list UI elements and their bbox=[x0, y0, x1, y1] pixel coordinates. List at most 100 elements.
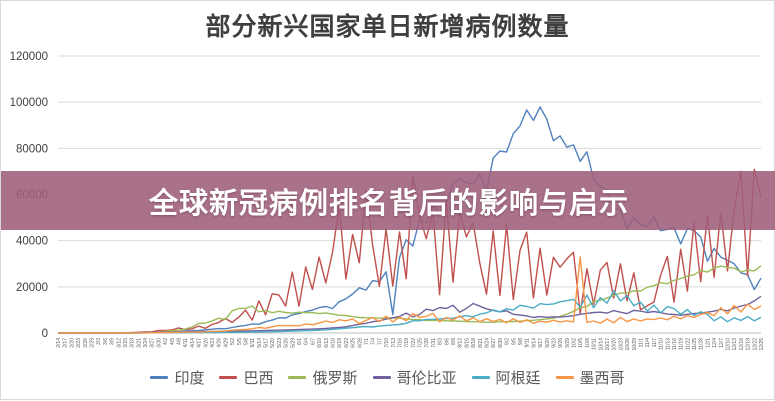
x-axis-tick-label: 11/10 bbox=[659, 338, 665, 350]
x-axis-tick-label: 8/3 bbox=[438, 338, 444, 345]
x-axis-tick-label: 4/29 bbox=[223, 338, 229, 348]
x-axis-tick-label: 7/1 bbox=[364, 338, 370, 345]
x-axis-tick-label: 10/14 bbox=[598, 338, 604, 351]
x-axis-tick-label: 3/27 bbox=[150, 338, 156, 348]
x-axis-tick-label: 11/4 bbox=[645, 338, 651, 348]
x-axis-tick-label: 8/21 bbox=[478, 338, 484, 348]
x-axis-tick-label: 6/19 bbox=[337, 338, 343, 348]
legend-item: 印度 bbox=[150, 367, 204, 388]
legend-item: 阿根廷 bbox=[471, 367, 541, 388]
x-axis-tick-label: 3/12 bbox=[116, 338, 122, 348]
x-axis-tick-label: 8/15 bbox=[464, 338, 470, 348]
x-axis-tick-label: 7/22 bbox=[411, 338, 417, 348]
x-axis-tick-label: 12/1 bbox=[705, 338, 711, 348]
y-axis-tick-label: 80000 bbox=[16, 143, 48, 155]
legend-swatch-icon bbox=[219, 375, 238, 379]
x-axis-tick-label: 3/9 bbox=[110, 338, 116, 345]
legend-label: 哥伦比亚 bbox=[396, 369, 457, 387]
x-axis-tick-label: 9/23 bbox=[551, 338, 557, 348]
series-line-俄罗斯 bbox=[58, 265, 762, 334]
x-axis-tick-label: 5/5 bbox=[237, 338, 243, 345]
legend-item: 巴西 bbox=[219, 367, 273, 388]
x-axis-tick-label: 11/1 bbox=[638, 338, 644, 348]
x-axis-tick-label: 9/11 bbox=[525, 338, 531, 348]
x-axis-tick-label: 4/26 bbox=[217, 338, 223, 348]
series-line-墨西哥 bbox=[58, 256, 762, 334]
x-axis-tick-label: 9/26 bbox=[558, 338, 564, 348]
x-axis-tick-label: 9/2 bbox=[505, 338, 511, 345]
x-axis-tick-label: 8/6 bbox=[444, 338, 450, 345]
x-axis-tick-label: 8/18 bbox=[471, 338, 477, 348]
x-axis-tick-label: 6/16 bbox=[331, 338, 337, 348]
x-axis-tick-label: 5/26 bbox=[284, 338, 290, 348]
legend-label: 墨西哥 bbox=[579, 369, 625, 387]
y-axis-tick-label: 20000 bbox=[16, 282, 48, 294]
x-axis-tick-label: 4/23 bbox=[210, 338, 216, 348]
legend-item: 俄罗斯 bbox=[288, 367, 358, 388]
x-axis-tick-label: 4/14 bbox=[190, 338, 196, 348]
x-axis-tick-label: 6/7 bbox=[310, 338, 316, 345]
x-axis-tick-label: 7/10 bbox=[384, 338, 390, 348]
x-axis-tick-label: 12/4 bbox=[712, 338, 718, 348]
x-axis-tick-label: 3/6 bbox=[103, 338, 109, 345]
y-axis-tick-label: 0 bbox=[42, 328, 48, 340]
legend-label: 俄罗斯 bbox=[312, 369, 358, 387]
x-axis-tick-label: 7/19 bbox=[404, 338, 410, 348]
x-axis-tick-label: 7/28 bbox=[424, 338, 430, 348]
x-axis-tick-label: 5/23 bbox=[277, 338, 283, 348]
x-axis-tick-label: 6/1 bbox=[297, 338, 303, 345]
x-axis-tick-label: 11/13 bbox=[665, 338, 671, 350]
legend-swatch-icon bbox=[471, 375, 490, 379]
x-axis-tick-label: 9/17 bbox=[538, 338, 544, 348]
x-axis-tick-label: 12/10 bbox=[726, 338, 732, 351]
x-axis-tick-label: 3/3 bbox=[96, 338, 102, 345]
x-axis-tick-label: 4/20 bbox=[203, 338, 209, 348]
legend-swatch-icon bbox=[150, 375, 169, 379]
legend-item: 墨西哥 bbox=[555, 367, 625, 388]
x-axis-tick-label: 9/20 bbox=[545, 338, 551, 348]
x-axis-tick-label: 5/8 bbox=[243, 338, 249, 345]
legend-label: 印度 bbox=[174, 369, 205, 387]
x-axis-tick-label: 5/14 bbox=[257, 338, 263, 348]
x-axis-tick-label: 12/7 bbox=[719, 338, 725, 348]
x-axis-tick-label: 3/15 bbox=[123, 338, 129, 348]
x-axis-tick-label: 5/11 bbox=[250, 338, 256, 348]
x-axis-tick-label: 7/7 bbox=[377, 338, 383, 345]
y-axis-tick-label: 100000 bbox=[10, 97, 48, 109]
legend-label: 巴西 bbox=[243, 369, 274, 387]
x-axis-tick-label: 3/21 bbox=[136, 338, 142, 348]
y-axis-tick-label: 40000 bbox=[16, 236, 48, 248]
x-axis-tick-label: 2/26 bbox=[83, 338, 89, 348]
x-axis-tick-label: 2/29 bbox=[89, 338, 95, 348]
x-axis-tick-label: 11/7 bbox=[652, 338, 658, 348]
x-axis-tick-label: 11/19 bbox=[679, 338, 685, 350]
x-axis-tick-label: 4/11 bbox=[183, 338, 189, 348]
x-axis-tick-label: 3/24 bbox=[143, 338, 149, 348]
x-axis-tick-label: 10/2 bbox=[572, 338, 578, 348]
x-axis-tick-label: 8/12 bbox=[458, 338, 464, 348]
legend-swatch-icon bbox=[372, 375, 391, 379]
x-axis-tick-label: 4/17 bbox=[197, 338, 203, 348]
x-axis-tick-label: 4/8 bbox=[177, 338, 183, 345]
x-axis-tick-label: 3/18 bbox=[130, 338, 136, 348]
x-axis-tick-label: 12/16 bbox=[739, 338, 745, 351]
x-axis-tick-label: 2/14 bbox=[56, 338, 62, 348]
legend-swatch-icon bbox=[288, 375, 307, 379]
x-axis-tick-label: 7/13 bbox=[391, 338, 397, 348]
x-axis-tick-label: 7/4 bbox=[371, 338, 377, 345]
x-axis-tick-label: 6/10 bbox=[317, 338, 323, 348]
x-axis-tick-label: 4/5 bbox=[170, 338, 176, 345]
x-axis-tick-label: 7/25 bbox=[418, 338, 424, 348]
x-axis-tick-label: 6/13 bbox=[324, 338, 330, 348]
x-axis-tick-label: 5/20 bbox=[270, 338, 276, 348]
x-axis-tick-label: 11/22 bbox=[685, 338, 691, 350]
chart-legend: 印度 巴西 俄罗斯 哥伦比亚 阿根廷 墨西哥 bbox=[1, 363, 774, 391]
x-axis-tick-label: 12/19 bbox=[746, 338, 752, 351]
x-axis-tick-label: 10/23 bbox=[618, 338, 624, 351]
chart-title: 部分新兴国家单日新增病例数量 bbox=[205, 13, 570, 41]
legend-item: 哥伦比亚 bbox=[372, 367, 457, 388]
x-axis-tick-label: 10/11 bbox=[592, 338, 598, 350]
overlay-banner-text: 全球新冠病例排名背后的影响与启示 bbox=[149, 187, 630, 220]
x-axis-tick-label: 8/24 bbox=[484, 338, 490, 348]
